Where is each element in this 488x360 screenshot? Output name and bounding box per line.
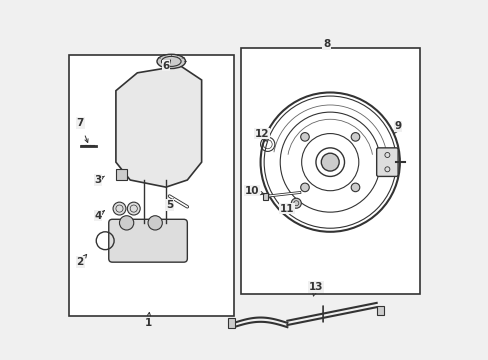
Text: 12: 12 [255,129,269,139]
Bar [241,48,419,294]
Text: 4: 4 [94,211,102,221]
Circle shape [291,198,301,208]
Ellipse shape [157,54,185,68]
Text: 8: 8 [323,39,329,49]
Bar [263,193,267,200]
Text: 7: 7 [76,118,84,128]
Text: 13: 13 [308,282,323,292]
Text: 3: 3 [94,175,102,185]
Circle shape [113,202,125,215]
Text: 6: 6 [162,61,169,71]
Polygon shape [116,66,201,187]
Text: 2: 2 [77,257,83,267]
Circle shape [350,183,359,192]
FancyBboxPatch shape [108,219,187,262]
Circle shape [300,183,308,192]
Circle shape [148,216,162,230]
Text: 10: 10 [244,186,258,196]
Bar [228,318,234,328]
Circle shape [350,132,359,141]
Text: 11: 11 [280,203,294,213]
FancyBboxPatch shape [376,148,397,176]
Bar [377,306,383,315]
Circle shape [119,216,134,230]
Circle shape [300,132,308,141]
Bar [69,55,233,316]
Text: 5: 5 [165,200,173,210]
Circle shape [127,202,140,215]
Circle shape [321,153,339,171]
Text: 1: 1 [144,318,151,328]
Text: 9: 9 [394,121,401,131]
Bar [116,169,126,180]
